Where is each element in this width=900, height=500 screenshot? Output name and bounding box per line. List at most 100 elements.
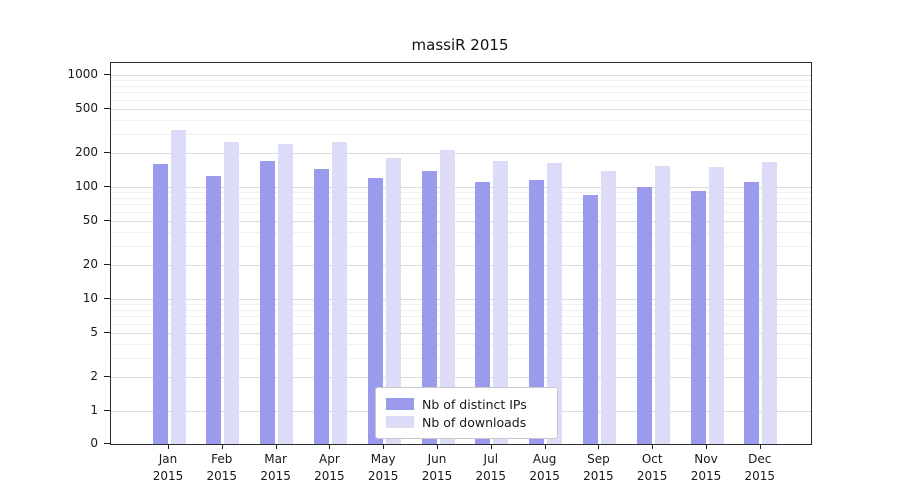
x-tick-label: Apr 2015 xyxy=(314,452,345,483)
bar-downloads xyxy=(762,161,778,444)
bar-downloads xyxy=(439,149,455,444)
y-tick-label: 100 xyxy=(75,179,98,193)
bar-distinct-ips xyxy=(744,182,760,444)
y-tick-label: 0 xyxy=(90,436,98,450)
y-tick-mark xyxy=(104,410,110,411)
y-tick-mark xyxy=(104,376,110,378)
x-tick-mark xyxy=(221,444,223,449)
y-tick-mark xyxy=(104,264,110,266)
y-tick-mark xyxy=(104,443,110,444)
bar-downloads xyxy=(493,161,509,444)
x-tick-label: May 2015 xyxy=(367,452,399,483)
x-tick-label: Nov 2015 xyxy=(690,452,722,483)
gridline-minor xyxy=(111,309,811,311)
gridline-minor xyxy=(111,133,811,135)
bar-downloads xyxy=(600,170,616,444)
bar-downloads xyxy=(170,130,186,444)
gridline-minor xyxy=(111,316,811,318)
bar-distinct-ips xyxy=(260,161,276,444)
legend-label-downloads: Nb of downloads xyxy=(422,414,527,430)
x-tick-mark xyxy=(544,444,546,449)
legend: Nb of distinct IPs Nb of downloads xyxy=(375,387,558,439)
x-tick-mark xyxy=(652,444,654,449)
x-tick-mark xyxy=(598,444,600,449)
gridline-major xyxy=(111,153,811,155)
bar-distinct-ips xyxy=(421,170,437,444)
gridline-minor xyxy=(111,343,811,345)
x-tick-mark xyxy=(490,444,492,449)
legend-item-distinct-ips: Nb of distinct IPs xyxy=(386,395,547,413)
bar-downloads xyxy=(385,158,401,444)
x-tick-label: Oct 2015 xyxy=(636,452,668,483)
y-tick-mark xyxy=(104,107,110,109)
bar-distinct-ips xyxy=(313,168,329,444)
gridline-minor xyxy=(111,204,811,206)
gridline-minor xyxy=(111,119,811,121)
y-tick-label: 2 xyxy=(90,369,98,384)
gridline-minor xyxy=(111,80,811,82)
x-tick-label: Sep 2015 xyxy=(583,452,614,483)
plot-area xyxy=(110,62,812,445)
y-tick-label: 200 xyxy=(75,145,98,160)
bar-distinct-ips xyxy=(152,164,168,444)
gridline-minor xyxy=(111,245,811,247)
y-tick-mark xyxy=(104,298,110,299)
gridline-major xyxy=(111,187,811,188)
legend-swatch-distinct-ips xyxy=(386,398,414,410)
x-tick-mark xyxy=(329,444,331,449)
gridline-minor xyxy=(111,85,811,87)
legend-swatch-downloads xyxy=(386,416,414,428)
gridline-major xyxy=(111,299,811,300)
gridline-minor xyxy=(111,99,811,101)
x-tick-mark xyxy=(437,444,438,449)
gridline-major xyxy=(111,220,811,222)
x-tick-label: Feb 2015 xyxy=(206,452,238,483)
gridline-major xyxy=(111,265,811,267)
bar-distinct-ips xyxy=(690,190,706,444)
y-tick-label: 1 xyxy=(90,403,98,417)
gridline-major xyxy=(111,108,811,110)
bar-downloads xyxy=(224,142,240,444)
y-tick-label: 20 xyxy=(82,257,98,272)
gridline-major xyxy=(111,377,811,379)
bar-downloads xyxy=(278,144,294,444)
bar-distinct-ips xyxy=(206,176,222,444)
bar-distinct-ips xyxy=(582,194,598,444)
gridline-minor xyxy=(111,92,811,94)
bar-distinct-ips xyxy=(367,178,383,444)
y-tick-mark xyxy=(104,219,110,221)
y-tick-mark xyxy=(104,74,110,75)
x-tick-mark xyxy=(759,444,761,449)
gridline-minor xyxy=(111,357,811,359)
gridline-minor xyxy=(111,323,811,325)
x-tick-label: Jan 2015 xyxy=(152,452,184,483)
y-tick-label: 500 xyxy=(75,100,98,115)
chart-title: massiR 2015 xyxy=(411,36,509,54)
y-tick-mark xyxy=(104,186,110,187)
y-tick-label: 10 xyxy=(82,291,98,305)
gridline-minor xyxy=(111,231,811,233)
gridline-minor xyxy=(111,197,811,199)
x-tick-mark xyxy=(706,444,707,449)
x-tick-label: Aug 2015 xyxy=(529,452,560,483)
x-tick-label: Dec 2015 xyxy=(744,452,776,483)
x-tick-mark xyxy=(275,444,277,449)
gridline-major xyxy=(111,332,811,334)
legend-label-distinct-ips: Nb of distinct IPs xyxy=(422,396,527,412)
gridline-minor xyxy=(111,211,811,213)
y-tick-mark xyxy=(104,152,110,154)
gridline-major xyxy=(111,75,811,76)
legend-item-downloads: Nb of downloads xyxy=(386,413,547,431)
bar-downloads xyxy=(654,165,670,444)
y-tick-label: 1000 xyxy=(67,67,98,81)
y-tick-mark xyxy=(104,331,110,333)
gridline-minor xyxy=(111,192,811,194)
x-tick-label: Jul 2015 xyxy=(475,452,507,483)
bar-downloads xyxy=(547,162,563,444)
bar-distinct-ips xyxy=(636,187,652,444)
x-tick-mark xyxy=(168,444,169,449)
gridline-minor xyxy=(111,304,811,306)
y-tick-label: 5 xyxy=(90,324,98,339)
x-tick-label: Mar 2015 xyxy=(260,452,291,483)
